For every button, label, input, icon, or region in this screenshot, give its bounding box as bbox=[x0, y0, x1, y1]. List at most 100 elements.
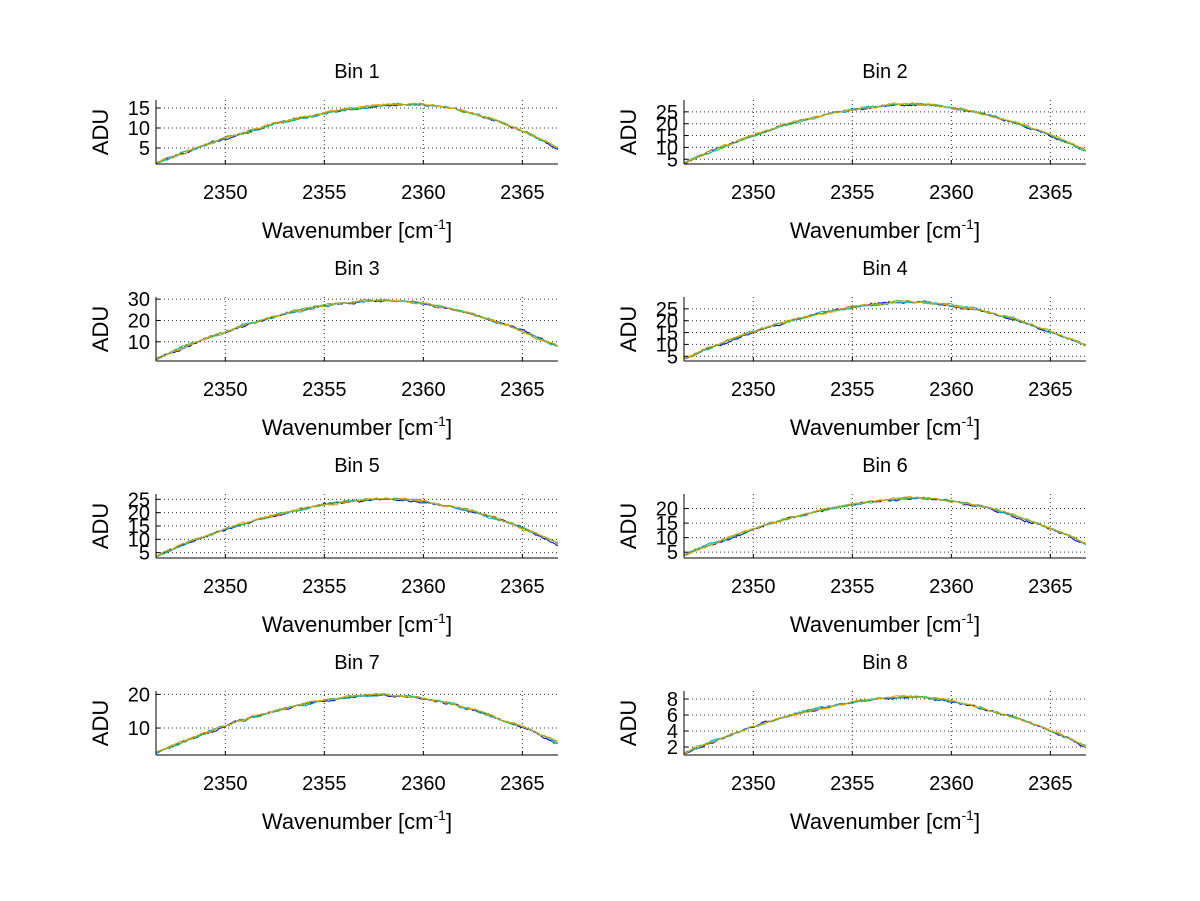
y-tick-label: 20 bbox=[656, 311, 678, 333]
series-line-trace-4 bbox=[684, 495, 1086, 556]
y-tick-label: 20 bbox=[128, 310, 150, 332]
series-line-trace-4 bbox=[684, 299, 1086, 360]
x-tick-label: 2365 bbox=[1028, 379, 1073, 401]
x-tick-label: 2365 bbox=[500, 576, 545, 598]
y-axis-label: ADU bbox=[88, 700, 113, 746]
x-tick-label: 2365 bbox=[1028, 773, 1073, 795]
x-tick-label: 2365 bbox=[1028, 576, 1073, 598]
x-tick-label: 2360 bbox=[929, 576, 974, 598]
x-tick-label: 2360 bbox=[929, 773, 974, 795]
y-tick-label: 5 bbox=[667, 542, 678, 564]
series-line-trace-4 bbox=[684, 694, 1086, 754]
series-line-trace-4 bbox=[684, 102, 1086, 164]
x-tick-label: 2355 bbox=[302, 182, 347, 204]
x-tick-label: 2350 bbox=[731, 576, 776, 598]
x-tick-label: 2360 bbox=[401, 773, 446, 795]
x-tick-label: 2365 bbox=[500, 773, 545, 795]
panel-title: Bin 5 bbox=[334, 455, 380, 477]
y-tick-label: 8 bbox=[667, 689, 678, 711]
y-tick-label: 5 bbox=[139, 543, 150, 565]
y-tick-label: 30 bbox=[128, 289, 150, 311]
series-line-trace-4 bbox=[156, 102, 558, 164]
y-tick-label: 15 bbox=[656, 126, 678, 148]
y-tick-label: 20 bbox=[128, 684, 150, 706]
x-tick-label: 2360 bbox=[401, 576, 446, 598]
x-axis-label: Wavenumber [cm-1] bbox=[790, 807, 980, 834]
y-tick-label: 25 bbox=[656, 299, 678, 321]
y-axis-label: ADU bbox=[616, 503, 641, 549]
series-line-trace-1 bbox=[684, 300, 1086, 360]
x-axis-label: Wavenumber [cm-1] bbox=[790, 216, 980, 243]
y-tick-label: 20 bbox=[656, 114, 678, 136]
x-axis-label: Wavenumber [cm-1] bbox=[262, 413, 452, 440]
y-tick-label: 10 bbox=[128, 529, 150, 551]
y-tick-label: 5 bbox=[667, 346, 678, 368]
plot-area bbox=[684, 297, 1086, 361]
y-tick-label: 10 bbox=[656, 137, 678, 159]
y-tick-label: 5 bbox=[667, 149, 678, 171]
y-axis-label: ADU bbox=[616, 306, 641, 352]
y-tick-label: 2 bbox=[667, 737, 678, 759]
y-tick-label: 10 bbox=[656, 528, 678, 550]
x-tick-label: 2360 bbox=[401, 182, 446, 204]
series-line-trace-4 bbox=[156, 692, 558, 753]
panel-title: Bin 2 bbox=[862, 61, 908, 83]
x-axis-label: Wavenumber [cm-1] bbox=[790, 413, 980, 440]
x-tick-label: 2350 bbox=[203, 182, 248, 204]
x-tick-label: 2355 bbox=[302, 773, 347, 795]
x-tick-label: 2350 bbox=[203, 773, 248, 795]
x-tick-label: 2350 bbox=[731, 379, 776, 401]
plot-area bbox=[156, 691, 558, 755]
x-tick-label: 2355 bbox=[302, 576, 347, 598]
y-tick-label: 20 bbox=[128, 503, 150, 525]
x-tick-label: 2355 bbox=[830, 379, 875, 401]
x-tick-label: 2350 bbox=[731, 773, 776, 795]
panel-title: Bin 6 bbox=[862, 455, 908, 477]
panel-title: Bin 1 bbox=[334, 61, 380, 83]
x-tick-label: 2350 bbox=[203, 576, 248, 598]
plot-area bbox=[684, 494, 1086, 558]
y-tick-label: 10 bbox=[128, 332, 150, 354]
x-axis-label: Wavenumber [cm-1] bbox=[262, 807, 452, 834]
x-axis-label: Wavenumber [cm-1] bbox=[262, 610, 452, 637]
y-tick-label: 20 bbox=[656, 499, 678, 521]
y-tick-label: 10 bbox=[128, 718, 150, 740]
x-tick-label: 2355 bbox=[830, 773, 875, 795]
x-tick-label: 2365 bbox=[500, 182, 545, 204]
plot-area bbox=[156, 100, 558, 164]
y-tick-label: 15 bbox=[128, 516, 150, 538]
series-line-trace-4 bbox=[156, 497, 558, 557]
y-tick-label: 10 bbox=[128, 118, 150, 140]
x-axis-label: Wavenumber [cm-1] bbox=[790, 610, 980, 637]
y-axis-label: ADU bbox=[88, 306, 113, 352]
panel-7: 2350 2355 2360 2365 10 20 Bin 7 Wavenumber [cm-… bbox=[88, 652, 558, 834]
y-tick-label: 25 bbox=[128, 489, 150, 511]
y-tick-label: 5 bbox=[139, 138, 150, 160]
x-tick-label: 2365 bbox=[1028, 182, 1073, 204]
plot-area bbox=[156, 297, 558, 361]
x-tick-label: 2350 bbox=[731, 182, 776, 204]
x-tick-label: 2365 bbox=[500, 379, 545, 401]
panel-title: Bin 7 bbox=[334, 652, 380, 674]
y-axis-label: ADU bbox=[88, 109, 113, 155]
x-tick-label: 2360 bbox=[401, 379, 446, 401]
panel-title: Bin 4 bbox=[862, 258, 908, 280]
y-axis-label: ADU bbox=[88, 503, 113, 549]
panel-title: Bin 8 bbox=[862, 652, 908, 674]
y-tick-label: 15 bbox=[656, 513, 678, 535]
x-tick-label: 2360 bbox=[929, 379, 974, 401]
series-line-trace-3 bbox=[156, 298, 558, 360]
y-axis-label: ADU bbox=[616, 109, 641, 155]
x-tick-label: 2360 bbox=[929, 182, 974, 204]
x-tick-label: 2355 bbox=[302, 379, 347, 401]
plot-area bbox=[684, 691, 1086, 755]
y-tick-label: 10 bbox=[656, 334, 678, 356]
x-tick-label: 2350 bbox=[203, 379, 248, 401]
y-axis-label: ADU bbox=[616, 700, 641, 746]
